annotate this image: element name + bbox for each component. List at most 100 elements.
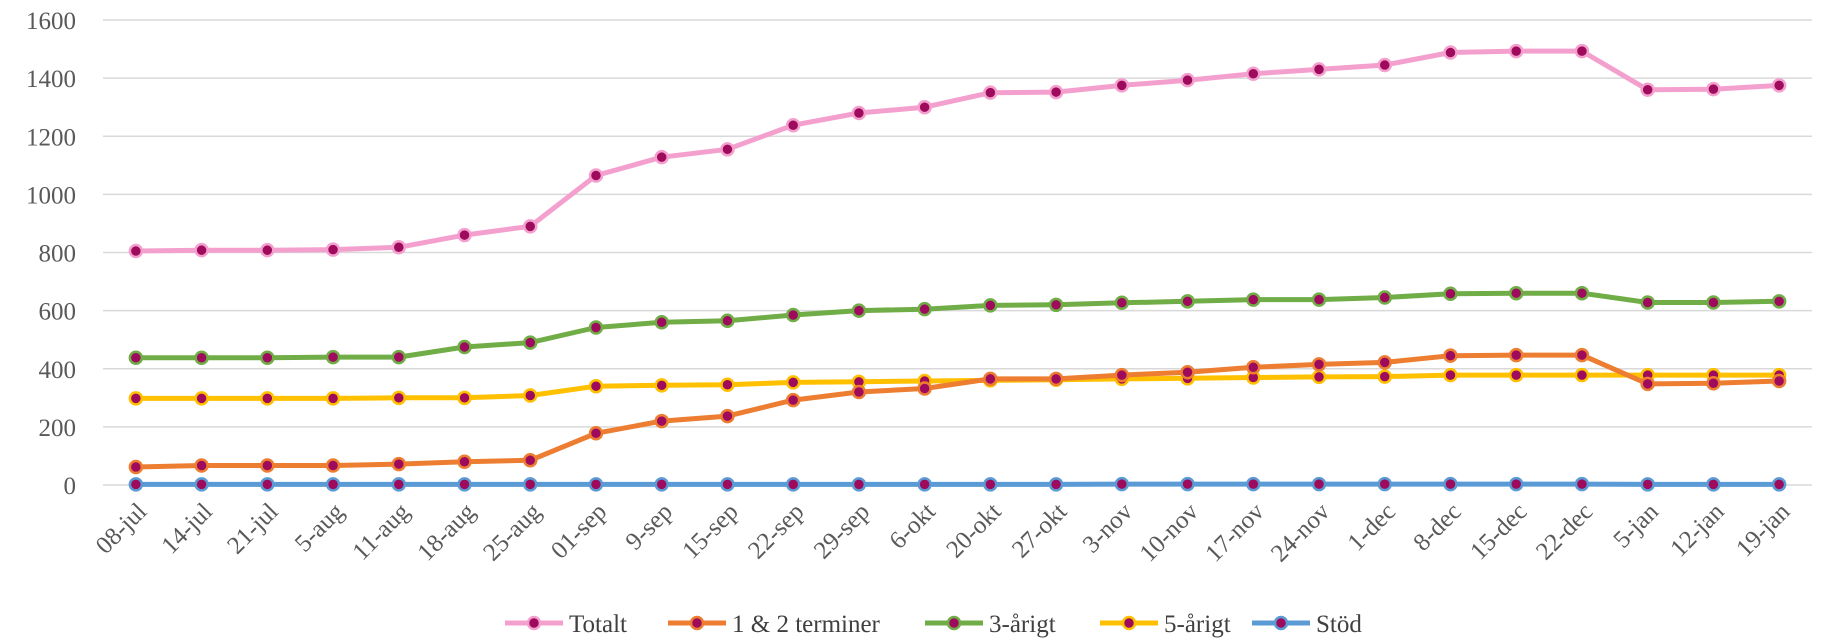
series-line bbox=[133, 290, 1782, 361]
data-point bbox=[128, 391, 144, 406]
data-point bbox=[1048, 371, 1064, 387]
x-tick-label: 6-okt bbox=[884, 498, 940, 554]
data-point bbox=[194, 350, 209, 365]
data-point bbox=[1443, 367, 1458, 383]
data-point bbox=[1246, 360, 1261, 375]
data-point bbox=[523, 388, 538, 403]
data-point bbox=[720, 408, 735, 424]
data-point bbox=[457, 227, 472, 243]
data-point bbox=[1706, 477, 1721, 492]
legend: Totalt 1 & 2 terminer 3-årigt 5-årigt Stöd bbox=[505, 611, 1362, 638]
data-point bbox=[128, 459, 144, 475]
data-point bbox=[523, 219, 538, 234]
data-point bbox=[1640, 477, 1655, 492]
legend-item: 1 & 2 terminer bbox=[668, 611, 881, 638]
legend-item: 5-årigt bbox=[1100, 611, 1231, 638]
legend-item: Stöd bbox=[1252, 611, 1362, 638]
data-point bbox=[720, 377, 735, 392]
data-point bbox=[1574, 285, 1590, 301]
data-point bbox=[1114, 78, 1130, 93]
legend-marker bbox=[946, 615, 962, 631]
data-point bbox=[1771, 78, 1787, 93]
y-tick-label: 400 bbox=[39, 357, 77, 384]
legend-label: Stöd bbox=[1316, 611, 1362, 638]
series-2 bbox=[128, 285, 1787, 365]
data-point bbox=[917, 381, 932, 396]
x-tick-label: 3-nov bbox=[1078, 498, 1139, 559]
data-point bbox=[325, 458, 341, 473]
data-point bbox=[194, 458, 209, 473]
data-point bbox=[194, 242, 209, 258]
data-point bbox=[1706, 81, 1721, 97]
x-tick-label: 20-okt bbox=[941, 498, 1006, 563]
x-tick-label: 9-sep bbox=[621, 498, 678, 555]
data-point bbox=[1246, 66, 1261, 82]
data-point bbox=[1048, 297, 1064, 313]
data-point bbox=[128, 350, 144, 365]
data-point bbox=[1443, 286, 1458, 302]
data-point bbox=[1574, 43, 1590, 59]
data-point bbox=[523, 477, 538, 492]
data-point bbox=[325, 391, 341, 406]
data-point bbox=[1706, 295, 1721, 310]
legend-label: Totalt bbox=[569, 611, 627, 638]
data-point bbox=[1180, 476, 1195, 492]
x-tick-label: 1-dec bbox=[1343, 498, 1401, 556]
data-point bbox=[1311, 62, 1327, 77]
legend-label: 5-årigt bbox=[1164, 611, 1231, 638]
data-point bbox=[720, 477, 735, 492]
data-point bbox=[194, 477, 209, 492]
y-tick-label: 200 bbox=[39, 415, 77, 442]
series-4 bbox=[128, 476, 1787, 492]
data-point bbox=[325, 477, 341, 492]
data-point bbox=[1377, 290, 1392, 305]
data-point bbox=[325, 349, 341, 365]
x-tick-label: 25-aug bbox=[478, 498, 547, 567]
data-point bbox=[1443, 348, 1458, 363]
x-tick-label: 22-dec bbox=[1531, 498, 1598, 565]
data-point bbox=[1508, 43, 1524, 59]
data-point bbox=[851, 384, 867, 400]
data-point bbox=[983, 85, 998, 100]
legend-label: 1 & 2 terminer bbox=[732, 611, 881, 638]
data-point bbox=[391, 456, 407, 472]
x-axis-ticks: 08-jul 14-jul 21-jul 5-aug11-aug18-aug25-au… bbox=[91, 498, 1796, 568]
data-point bbox=[917, 301, 932, 317]
data-point bbox=[654, 149, 669, 165]
data-point bbox=[1377, 355, 1392, 370]
data-point bbox=[1048, 84, 1064, 100]
data-point bbox=[1508, 367, 1524, 383]
data-point bbox=[1311, 476, 1327, 492]
legend-item: Totalt bbox=[505, 611, 627, 638]
data-point bbox=[391, 349, 407, 365]
x-tick-label: 5-aug bbox=[290, 498, 350, 558]
data-point bbox=[983, 477, 998, 492]
x-tick-label: 27-okt bbox=[1007, 498, 1072, 563]
y-tick-label: 1600 bbox=[26, 8, 76, 35]
data-point bbox=[1311, 292, 1327, 307]
x-tick-label: 12-jan bbox=[1665, 498, 1730, 563]
x-tick-label: 01-sep bbox=[546, 498, 612, 564]
y-tick-label: 600 bbox=[39, 299, 77, 326]
data-point bbox=[1640, 82, 1655, 97]
data-point bbox=[457, 454, 472, 469]
x-tick-label: 18-aug bbox=[413, 498, 482, 567]
data-point bbox=[1180, 294, 1195, 309]
data-point bbox=[1311, 357, 1327, 372]
data-point bbox=[1443, 476, 1458, 492]
data-point bbox=[785, 375, 801, 390]
data-point bbox=[654, 413, 669, 429]
x-tick-label: 15-sep bbox=[677, 498, 743, 564]
data-point bbox=[654, 477, 669, 492]
series-3 bbox=[128, 367, 1787, 406]
data-point bbox=[785, 392, 801, 408]
data-point bbox=[128, 243, 144, 259]
legend-marker bbox=[1121, 615, 1137, 631]
data-point bbox=[1246, 292, 1261, 307]
data-point bbox=[720, 313, 735, 329]
data-point bbox=[654, 378, 669, 393]
data-point bbox=[1048, 477, 1064, 492]
data-point bbox=[917, 99, 932, 115]
data-point bbox=[785, 477, 801, 492]
